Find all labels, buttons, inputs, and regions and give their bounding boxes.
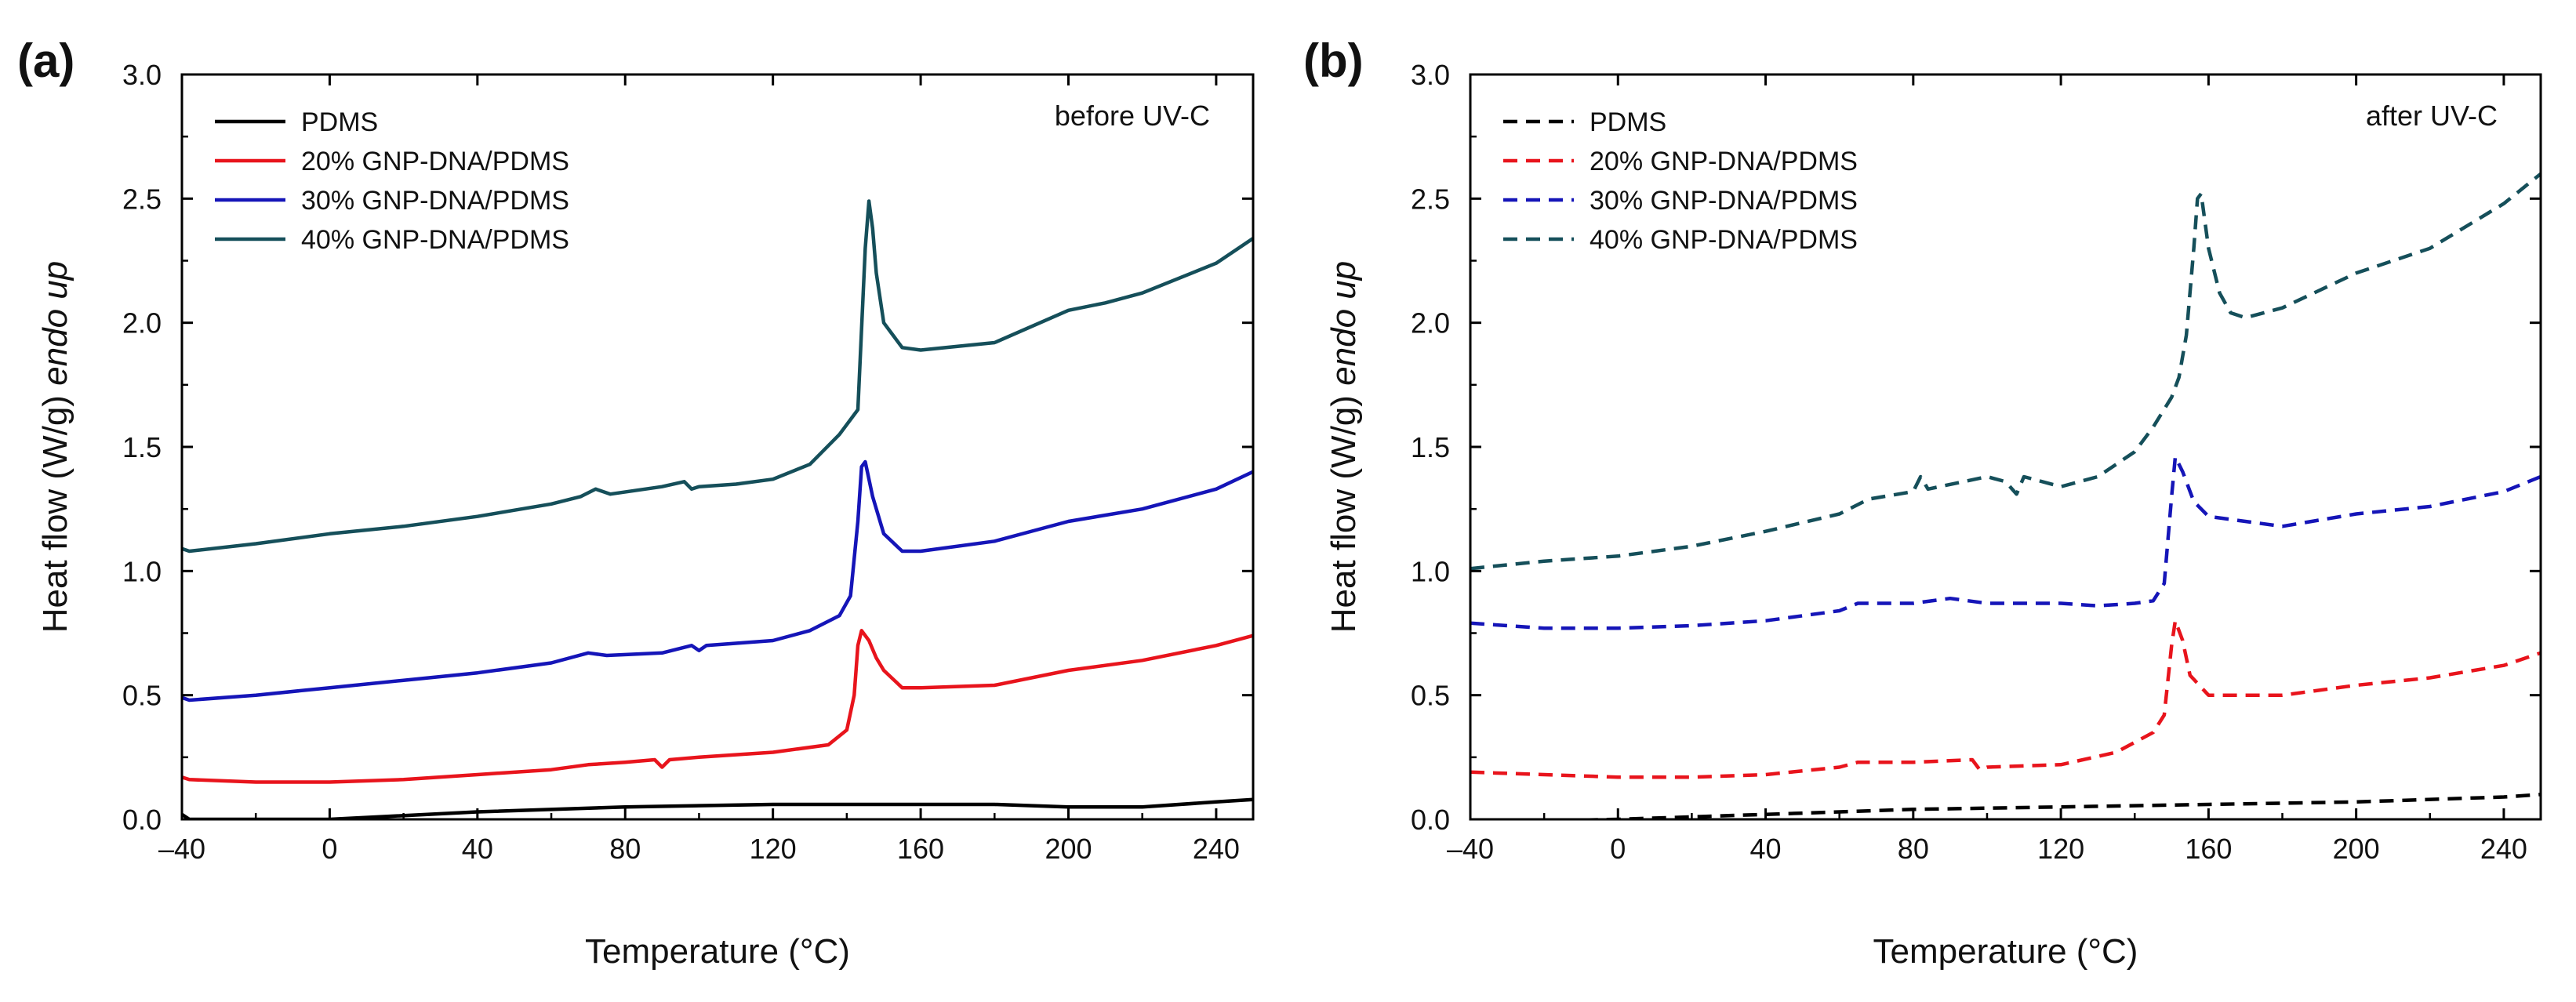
y-tick-label: 0.5 xyxy=(122,680,162,712)
legend-label-2: 30% GNP-DNA/PDMS xyxy=(1590,186,1858,216)
series-line-3 xyxy=(1470,172,2541,571)
legend-label-1: 20% GNP-DNA/PDMS xyxy=(301,147,569,176)
legend-label-2: 30% GNP-DNA/PDMS xyxy=(301,186,569,216)
y-tick-label: 0.0 xyxy=(1411,804,1450,836)
legend: PDMS 20% GNP-DNA/PDMS 30% GNP-DNA/PDMS 40% … xyxy=(1503,107,1858,255)
x-tick-label: 240 xyxy=(2480,833,2527,865)
series-group xyxy=(1470,172,2541,819)
y-tick-label: 1.5 xyxy=(1411,431,1450,463)
y-tick-label: 2.5 xyxy=(1411,183,1450,215)
series-line-2 xyxy=(182,459,1253,702)
y-axis-title: Heat flow (W/g) endo up xyxy=(1324,261,1363,633)
y-axis-title: Heat flow (W/g) endo up xyxy=(36,261,74,633)
series-line-1 xyxy=(1470,619,2541,779)
y-tick-label: 0.5 xyxy=(1411,680,1450,712)
x-tick-label: 120 xyxy=(750,833,797,865)
x-tick-label: 0 xyxy=(1610,833,1626,865)
x-tick-label: –40 xyxy=(158,833,205,865)
series-group xyxy=(182,199,1253,819)
series-line-0 xyxy=(182,797,1253,819)
legend-label-3: 40% GNP-DNA/PDMS xyxy=(301,225,569,255)
legend-label-0: PDMS xyxy=(301,107,378,137)
y-tick-label: 3.0 xyxy=(1411,59,1450,91)
x-tick-label: 40 xyxy=(1750,833,1782,865)
y-axis-title-italic: endo up xyxy=(1324,261,1363,386)
condition-annotation: before UV-C xyxy=(1055,100,1210,132)
x-tick-label: 200 xyxy=(2333,833,2380,865)
x-axis-title: Temperature (°C) xyxy=(585,932,850,971)
x-tick-label: 240 xyxy=(1193,833,1240,865)
series-line-1 xyxy=(182,629,1253,784)
y-tick-label: 1.0 xyxy=(1411,555,1450,587)
x-tick-label: 40 xyxy=(462,833,493,865)
x-tick-label: –40 xyxy=(1447,833,1494,865)
x-tick-label: 160 xyxy=(2185,833,2232,865)
y-axis-title-main: Heat flow (W/g) xyxy=(1324,386,1363,633)
x-tick-label: 80 xyxy=(1898,833,1929,865)
y-tick-label: 1.5 xyxy=(122,431,162,463)
series-line-3 xyxy=(182,199,1253,554)
y-axis-title-italic: endo up xyxy=(36,261,74,386)
x-axis-title: Temperature (°C) xyxy=(1873,932,2138,971)
y-tick-label: 2.0 xyxy=(1411,307,1450,339)
y-tick-label: 2.0 xyxy=(122,307,162,339)
legend-label-0: PDMS xyxy=(1590,107,1666,137)
panel-b: –40 0 40 80 120 160 200 240 0.0 0.5 1.0 1.5 2.0 2.5 3.… xyxy=(1303,34,2542,971)
x-tick-label: 0 xyxy=(322,833,337,865)
y-tick-label: 3.0 xyxy=(122,59,162,91)
panel-label: (a) xyxy=(17,34,74,87)
x-tick-label: 120 xyxy=(2037,833,2084,865)
legend-label-3: 40% GNP-DNA/PDMS xyxy=(1590,225,1858,255)
y-tick-label: 0.0 xyxy=(122,804,162,836)
x-tick-label: 80 xyxy=(609,833,641,865)
y-axis-title-main: Heat flow (W/g) xyxy=(36,386,74,633)
panel-label: (b) xyxy=(1303,34,1364,87)
legend-label-1: 20% GNP-DNA/PDMS xyxy=(1590,147,1858,176)
x-tick-label: 160 xyxy=(897,833,944,865)
panel-a: –40 0 40 80 120 160 200 240 0.0 0.5 1.0 1.5 2.0 2.5 3.… xyxy=(17,34,1255,971)
legend: PDMS 20% GNP-DNA/PDMS 30% GNP-DNA/PDMS 40% … xyxy=(215,107,569,255)
condition-annotation: after UV-C xyxy=(2366,100,2498,132)
series-line-0 xyxy=(1527,793,2541,819)
y-tick-label: 2.5 xyxy=(122,183,162,215)
x-tick-label: 200 xyxy=(1045,833,1092,865)
series-line-2 xyxy=(1470,455,2541,630)
y-tick-label: 1.0 xyxy=(122,555,162,587)
